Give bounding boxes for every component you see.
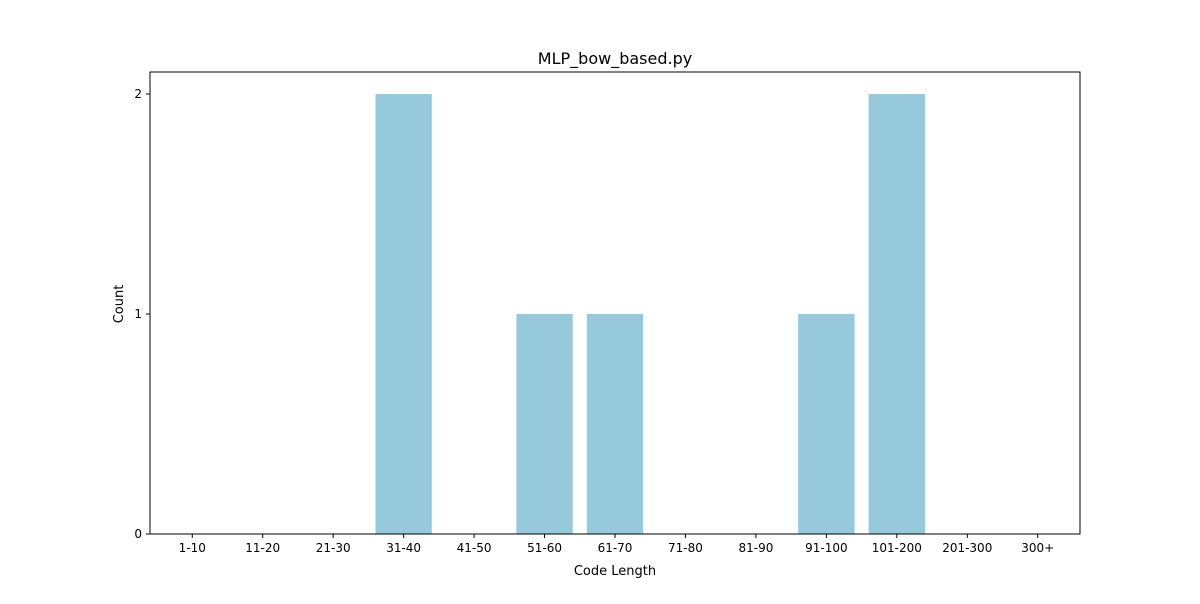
bars-layer bbox=[375, 94, 925, 534]
x-tick-label: 61-70 bbox=[598, 541, 633, 555]
bar-101-200 bbox=[868, 94, 925, 534]
x-tick-label: 31-40 bbox=[386, 541, 421, 555]
x-tick-label: 1-10 bbox=[179, 541, 206, 555]
x-tick-label: 101-200 bbox=[872, 541, 922, 555]
y-axis-label: Count bbox=[112, 285, 127, 324]
bar-61-70 bbox=[586, 314, 644, 534]
bar-31-40 bbox=[375, 94, 432, 534]
bar-51-60 bbox=[516, 314, 573, 534]
chart-title: MLP_bow_based.py bbox=[538, 49, 692, 69]
x-tick-label: 21-30 bbox=[316, 541, 351, 555]
y-tick-label: 2 bbox=[134, 87, 142, 101]
x-tick-label: 71-80 bbox=[668, 541, 703, 555]
x-tick-label: 300+ bbox=[1021, 541, 1054, 555]
x-tick-label: 81-90 bbox=[738, 541, 773, 555]
bar-91-100 bbox=[798, 314, 855, 534]
x-tick-label: 51-60 bbox=[527, 541, 562, 555]
y-axis: 0 1 2 bbox=[134, 87, 150, 541]
x-axis: 1-10 11-20 21-30 31-40 41-50 51-60 61-70 71-80 8… bbox=[179, 534, 1054, 555]
y-tick-label: 0 bbox=[134, 527, 142, 541]
x-tick-label: 41-50 bbox=[457, 541, 492, 555]
x-tick-label: 11-20 bbox=[245, 541, 280, 555]
x-tick-label: 91-100 bbox=[805, 541, 848, 555]
x-tick-label: 201-300 bbox=[942, 541, 992, 555]
x-axis-label: Code Length bbox=[574, 564, 656, 579]
y-tick-label: 1 bbox=[134, 307, 142, 321]
